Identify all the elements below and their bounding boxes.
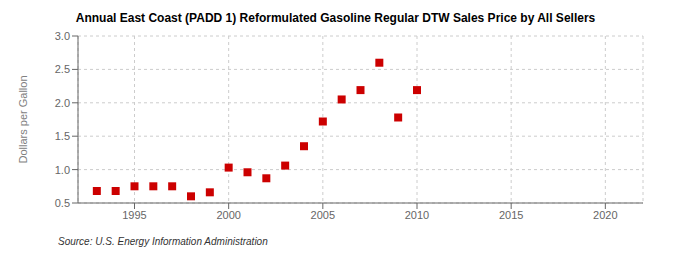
svg-text:2020: 2020	[593, 209, 617, 221]
svg-text:1995: 1995	[122, 209, 146, 221]
svg-text:Dollars per Gallon: Dollars per Gallon	[17, 75, 29, 163]
svg-text:0.5: 0.5	[55, 197, 70, 209]
svg-text:1.5: 1.5	[55, 130, 70, 142]
svg-text:3.0: 3.0	[55, 30, 70, 42]
svg-text:2.0: 2.0	[55, 97, 70, 109]
svg-text:2015: 2015	[499, 209, 523, 221]
svg-text:1.0: 1.0	[55, 164, 70, 176]
html-text:Source: U.S. Energy Informatio: Source: U.S. Energy Information Administ…	[58, 236, 268, 247]
svg-text:2005: 2005	[311, 209, 335, 221]
svg-text:2.5: 2.5	[55, 63, 70, 75]
html-text:Annual East Coast (PADD 1) Ref: Annual East Coast (PADD 1) Reformulated …	[75, 11, 596, 25]
svg-text:2010: 2010	[405, 209, 429, 221]
svg-text:2000: 2000	[216, 209, 240, 221]
